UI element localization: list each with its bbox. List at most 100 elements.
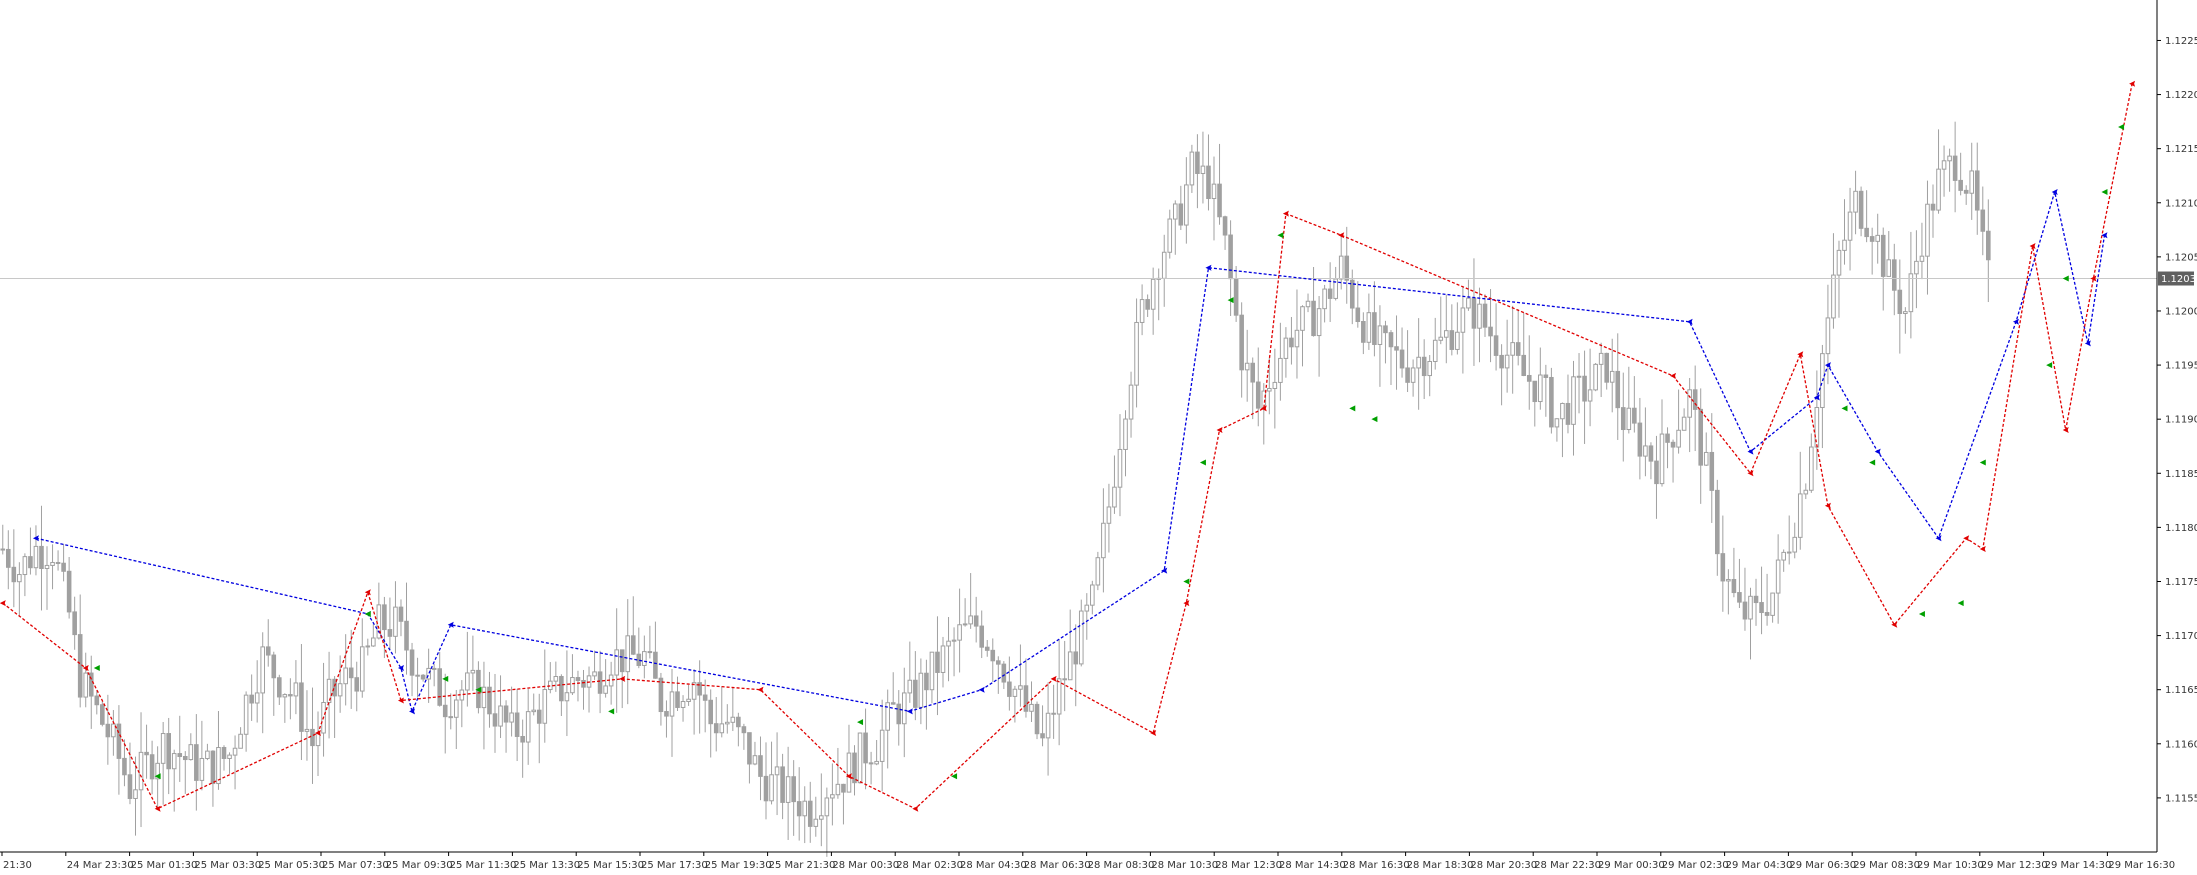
candle-body [913,679,918,708]
candle [996,656,1001,694]
candle [979,610,985,659]
candle [830,763,835,826]
candle [990,638,996,682]
candle-body [885,702,890,731]
candle-body [962,623,968,626]
candle [11,529,17,608]
candle [1919,222,1925,280]
candle-body [1825,317,1831,355]
red-arrow-marker [1670,372,1677,379]
candle [321,662,326,757]
candle [1886,231,1892,277]
candle-body [359,646,365,692]
candle [1903,307,1908,334]
candle-body [758,755,763,777]
candle [1333,266,1338,301]
x-tick-label: 28 Mar 02:30 [896,860,963,871]
candle [907,641,913,703]
candle [337,655,343,713]
candle [1034,701,1040,740]
candle [1891,243,1897,316]
candle [1538,347,1543,410]
candle [1139,284,1145,336]
red-arrow-marker [1050,675,1057,682]
x-tick-label: 25 Mar 17:30 [641,860,708,871]
candle [199,720,205,791]
candle-body [592,671,597,677]
candle [382,596,387,659]
candle-body [1598,352,1604,365]
candle [1897,259,1903,354]
candle [929,651,935,704]
candle-body [509,712,514,723]
candle-body [1117,448,1123,488]
candle [1947,148,1952,192]
candle [1571,360,1576,456]
candle-body [946,640,951,647]
candle [1936,129,1941,214]
candle-body [1958,179,1963,191]
candle [371,624,376,647]
candle-body [525,711,531,743]
candle [420,674,426,682]
candle [61,543,66,582]
candle-body [520,735,525,743]
candle [559,674,564,717]
candle-body [1416,356,1421,369]
candle-body [149,754,155,780]
candle [393,581,398,654]
candle-body [536,709,542,724]
candle [581,669,586,710]
candle [1643,407,1648,477]
green-arrow-marker [1841,405,1848,412]
candle [28,527,33,575]
candle [232,735,238,790]
candle [796,767,802,841]
candle [962,598,968,627]
candle [1709,413,1715,523]
candle-body [1267,387,1272,392]
x-tick-label: 28 Mar 00:30 [832,860,899,871]
candle [1853,170,1858,235]
candle-body [1095,557,1101,586]
candle-body [1432,339,1438,362]
candle [1986,199,1991,303]
blue-arrow-marker [2101,232,2108,239]
candle-body [1184,184,1189,226]
candle [1504,319,1510,393]
candle-body [1615,370,1621,409]
candle-body [1034,703,1040,735]
candle-body [1161,251,1167,279]
candle [1958,152,1963,196]
green-arrow-marker [93,665,100,672]
candle-body [72,611,77,636]
candle [1106,483,1112,553]
candle [1941,145,1947,197]
candle [442,673,448,754]
candle-body [1073,651,1079,665]
candle-body [1897,289,1903,315]
candle [177,715,183,782]
candle-body [1294,329,1300,348]
y-tick-label: 1.1200 [2165,306,2197,317]
candle-body [260,646,266,694]
candle-body [691,682,697,700]
candle [741,723,747,750]
candle-body [1803,489,1809,495]
candle [1565,374,1571,434]
candle [1117,414,1123,517]
candle-body [88,672,94,697]
candle [1067,609,1073,681]
candle-body [1543,374,1549,378]
candle [531,693,537,716]
candle-body [630,635,636,655]
candle [22,553,28,597]
candle [791,760,796,836]
candle [747,732,752,784]
candle [614,608,619,713]
candle-body [133,789,138,799]
candle [1560,402,1565,458]
